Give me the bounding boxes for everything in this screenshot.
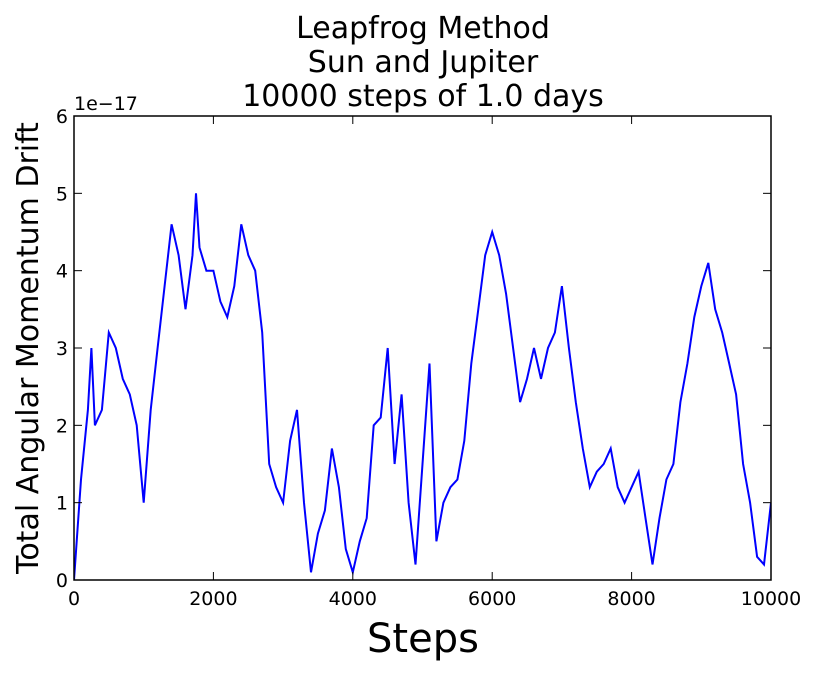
y-tick-label: 1	[56, 493, 68, 515]
y-tick-label: 6	[56, 106, 68, 128]
x-axis-label: Steps	[367, 616, 479, 662]
y-tick-label: 0	[56, 570, 68, 592]
x-tick-label: 4000	[329, 588, 377, 610]
title: Leapfrog Method Sun and Jupiter 10000 st…	[242, 11, 604, 114]
title-line-1: Leapfrog Method	[296, 11, 550, 46]
y-tick-label: 2	[56, 415, 68, 437]
title-line-3: 10000 steps of 1.0 days	[242, 79, 604, 114]
title-line-2: Sun and Jupiter	[308, 45, 539, 80]
x-tick-label: 6000	[468, 588, 516, 610]
y-offset-label: 1e−17	[74, 93, 138, 115]
x-tick-label: 2000	[189, 588, 237, 610]
plot-area: 0 2000 4000 6000 8000 10000 0 1 2 3 4 5 6	[56, 106, 801, 610]
y-tick-label: 3	[56, 338, 68, 360]
x-tick-label: 10000	[741, 588, 801, 610]
y-axis: 0 1 2 3 4 5 6	[56, 106, 771, 592]
series-line	[74, 193, 771, 580]
y-tick-label: 5	[56, 183, 68, 205]
x-tick-label: 0	[68, 588, 80, 610]
plot-frame	[73, 115, 772, 581]
y-axis-label: Total Angular Momentum Drift	[11, 122, 46, 575]
y-tick-label: 4	[56, 261, 68, 283]
x-axis: 0 2000 4000 6000 8000 10000	[68, 116, 801, 610]
x-tick-label: 8000	[607, 588, 655, 610]
